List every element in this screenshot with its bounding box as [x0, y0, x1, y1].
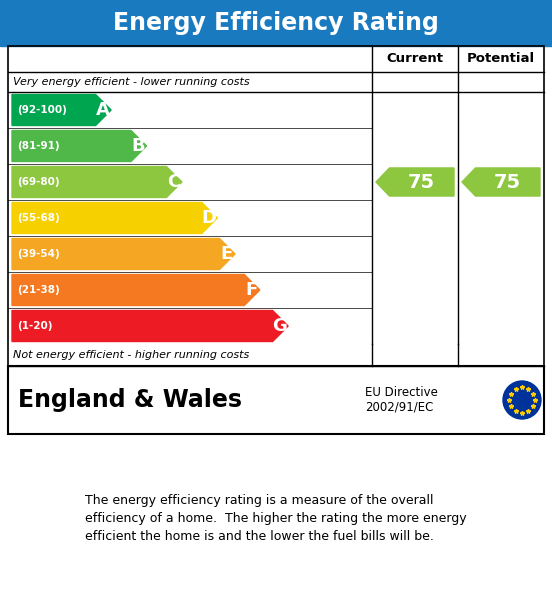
Polygon shape — [12, 131, 146, 161]
Polygon shape — [376, 168, 454, 196]
Text: E: E — [220, 245, 232, 263]
Text: G: G — [272, 317, 287, 335]
Text: Potential: Potential — [467, 53, 535, 66]
Polygon shape — [12, 167, 182, 197]
Text: 75: 75 — [408, 172, 436, 191]
Polygon shape — [12, 275, 260, 305]
Text: B: B — [131, 137, 145, 155]
Text: England & Wales: England & Wales — [18, 388, 242, 412]
Text: The energy efficiency rating is a measure of the overall
efficiency of a home.  : The energy efficiency rating is a measur… — [85, 494, 467, 543]
Text: Not energy efficient - higher running costs: Not energy efficient - higher running co… — [13, 350, 250, 360]
Polygon shape — [462, 168, 540, 196]
Text: (21-38): (21-38) — [17, 285, 60, 295]
Bar — [0, 0, 552, 46]
Text: Current: Current — [386, 53, 443, 66]
Text: (55-68): (55-68) — [17, 213, 60, 223]
Text: 2002/91/EC: 2002/91/EC — [365, 400, 433, 414]
Polygon shape — [12, 311, 288, 341]
Text: Very energy efficient - lower running costs: Very energy efficient - lower running co… — [13, 77, 250, 87]
Text: (92-100): (92-100) — [17, 105, 67, 115]
Polygon shape — [12, 94, 111, 126]
Text: D: D — [201, 209, 216, 227]
Text: (81-91): (81-91) — [17, 141, 60, 151]
Bar — [8, 366, 544, 434]
Polygon shape — [12, 238, 235, 270]
Text: EU Directive: EU Directive — [365, 387, 438, 400]
Text: (39-54): (39-54) — [17, 249, 60, 259]
Text: C: C — [167, 173, 180, 191]
Text: F: F — [245, 281, 257, 299]
Text: (1-20): (1-20) — [17, 321, 52, 331]
Text: Energy Efficiency Rating: Energy Efficiency Rating — [113, 11, 439, 35]
Text: A: A — [95, 101, 109, 119]
Circle shape — [503, 381, 541, 419]
Bar — [8, 46, 544, 366]
Text: 75: 75 — [494, 172, 521, 191]
Polygon shape — [12, 202, 217, 234]
Text: (69-80): (69-80) — [17, 177, 60, 187]
